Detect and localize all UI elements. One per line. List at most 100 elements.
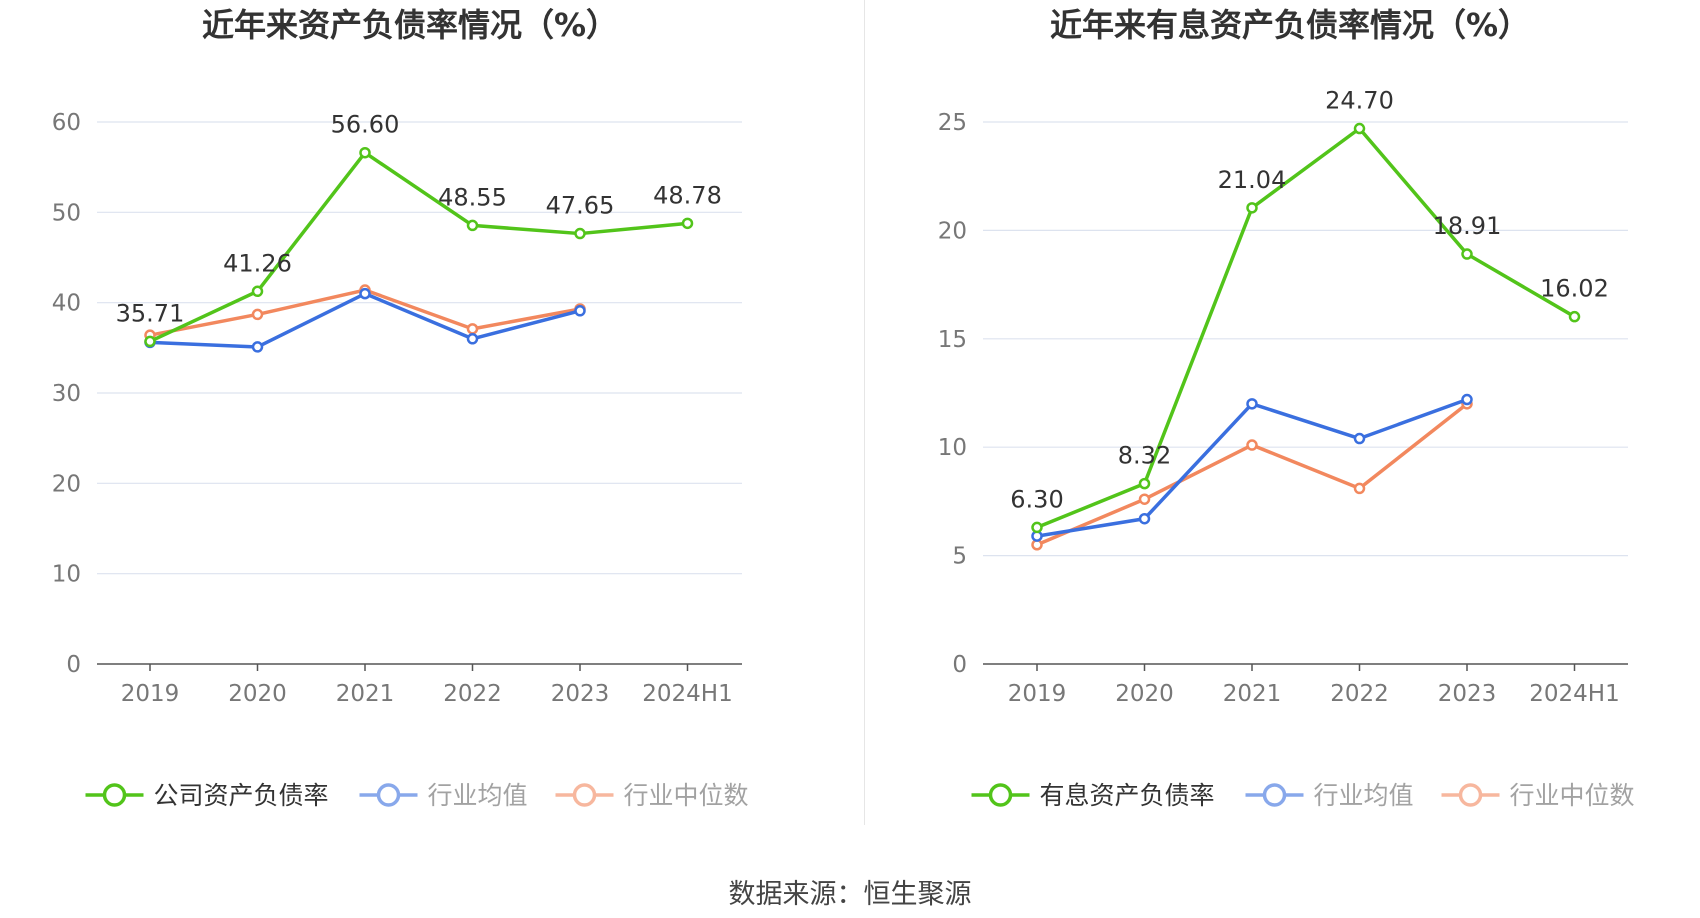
- y-tick-label: 50: [52, 200, 81, 226]
- data-point-company: [574, 227, 586, 240]
- data-point-company: [466, 219, 479, 232]
- data-label: 18.91: [1433, 212, 1502, 240]
- y-tick-label: 10: [938, 435, 967, 461]
- y-tick-label: 20: [938, 218, 967, 244]
- legend: 有息资产负债率 行业均值 行业中位数: [971, 781, 1635, 810]
- data-point-company: [1138, 477, 1151, 490]
- x-tick-label: 2020: [1115, 681, 1174, 707]
- x-tick-label: 2023: [1438, 681, 1497, 707]
- series-line-company: [149, 150, 688, 344]
- y-tick-label: 30: [52, 381, 81, 407]
- chart-panel-interest-bearing-liability-ratio: 近年来有息资产负债率情况（%） 0 5 10 15 20 25 2019 2020 2021 202…: [850, 0, 1700, 820]
- y-axis-tick-labels: 0 5 10 15 20 25: [938, 110, 967, 678]
- data-point-company: [1461, 248, 1473, 260]
- series-average: [1031, 393, 1473, 542]
- data-point-median: [1138, 493, 1151, 505]
- y-gridlines: [983, 121, 1628, 557]
- y-tick-label: 25: [938, 110, 967, 136]
- data-point-company: [144, 335, 156, 348]
- data-point-company: [359, 146, 371, 159]
- data-point-average: [574, 305, 586, 317]
- legend-marker-median: [572, 783, 597, 807]
- x-tick-label: 2021: [1223, 681, 1282, 707]
- legend-label: 有息资产负债率: [1040, 781, 1215, 810]
- y-tick-label: 0: [66, 652, 81, 678]
- data-source-note: 数据来源：恒生聚源: [728, 879, 972, 910]
- y-tick-label: 0: [952, 652, 967, 678]
- legend-marker-average: [376, 783, 401, 807]
- x-tick-label: 2022: [1330, 681, 1389, 707]
- chart-title: 近年来资产负债率情况（%）: [202, 6, 618, 44]
- data-point-average: [1138, 512, 1151, 525]
- data-point-company: [1353, 122, 1366, 135]
- data-point-company: [681, 217, 694, 230]
- series-company: 6.30 8.32 21.04 24.70 18.91 16.02: [1010, 87, 1609, 534]
- legend-label: 行业均值: [428, 781, 528, 810]
- y-tick-label: 20: [52, 471, 81, 497]
- data-point-company: [1031, 521, 1043, 534]
- series-line-company: [1036, 126, 1576, 530]
- x-tick-label: 2020: [228, 681, 287, 707]
- legend-item-average: 行业均值: [1245, 781, 1414, 810]
- y-tick-label: 10: [52, 562, 81, 588]
- data-point-average: [1246, 398, 1258, 410]
- series-company: 35.71 41.26 56.60 48.55 47.65 48.78: [116, 111, 722, 348]
- x-axis-tick-labels: 2019 2020 2021 2022 2023 2024H1: [121, 681, 733, 707]
- data-label: 48.55: [438, 183, 507, 211]
- y-gridlines: [97, 121, 742, 575]
- data-label: 35.71: [116, 299, 185, 327]
- legend-marker-company: [988, 783, 1013, 807]
- y-axis-tick-labels: 0 10 20 30 40 50 60: [52, 110, 81, 678]
- series-median: [1031, 398, 1473, 551]
- x-tick-label: 2022: [443, 681, 502, 707]
- chart-title: 近年来有息资产负债率情况（%）: [1050, 6, 1530, 44]
- legend-marker-company: [102, 783, 127, 807]
- data-point-company: [1568, 310, 1581, 323]
- chart-panel-asset-liability-ratio: 近年来资产负债率情况（%） 0 10 20 30 40 50 60 2019 2020 2021 20…: [0, 0, 850, 820]
- data-point-average: [466, 333, 479, 345]
- legend-item-median: 行业中位数: [1441, 781, 1635, 810]
- data-point-median: [251, 308, 264, 321]
- data-label: 8.32: [1118, 442, 1171, 470]
- x-tick-label: 2019: [1008, 681, 1067, 707]
- legend-label: 行业中位数: [624, 781, 749, 810]
- legend-label: 行业均值: [1314, 781, 1414, 810]
- y-tick-label: 5: [952, 544, 967, 570]
- data-point-average: [1353, 432, 1366, 445]
- chart-interest-bearing-liability-ratio: 近年来有息资产负债率情况（%） 0 5 10 15 20 25 2019 2020 2021 202…: [938, 6, 1635, 810]
- x-tick-label: 2024H1: [1529, 681, 1619, 707]
- data-label: 56.60: [331, 111, 400, 139]
- legend-item-company: 有息资产负债率: [971, 781, 1215, 810]
- data-label: 41.26: [223, 249, 292, 277]
- data-label: 47.65: [546, 192, 615, 220]
- data-point-company: [1246, 202, 1258, 214]
- y-tick-label: 60: [52, 110, 81, 136]
- legend-item-company: 公司资产负债率: [85, 781, 329, 810]
- data-point-company: [251, 285, 264, 298]
- panel-divider: [864, 0, 865, 825]
- data-point-median: [1353, 482, 1366, 495]
- legend-item-median: 行业中位数: [555, 781, 749, 810]
- legend-item-average: 行业均值: [359, 781, 528, 810]
- data-point-average: [359, 287, 371, 300]
- data-label: 21.04: [1218, 166, 1287, 194]
- x-tick-label: 2019: [121, 681, 180, 707]
- legend-label: 行业中位数: [1510, 781, 1635, 810]
- y-tick-label: 15: [938, 327, 967, 353]
- x-tick-label: 2023: [551, 681, 610, 707]
- x-tick-label: 2021: [336, 681, 395, 707]
- data-point-median: [1246, 439, 1258, 451]
- y-tick-label: 40: [52, 291, 81, 317]
- x-axis-tick-labels: 2019 2020 2021 2022 2023 2024H1: [1008, 681, 1620, 707]
- data-point-median: [466, 323, 479, 335]
- data-point-average: [251, 341, 264, 353]
- legend: 公司资产负债率 行业均值 行业中位数: [85, 781, 749, 810]
- legend-marker-median: [1458, 783, 1483, 807]
- data-label: 16.02: [1540, 275, 1609, 303]
- legend-label: 公司资产负债率: [154, 781, 329, 810]
- data-label: 24.70: [1325, 87, 1394, 115]
- legend-marker-average: [1262, 783, 1287, 807]
- x-tick-label: 2024H1: [642, 681, 732, 707]
- data-label: 6.30: [1010, 485, 1063, 513]
